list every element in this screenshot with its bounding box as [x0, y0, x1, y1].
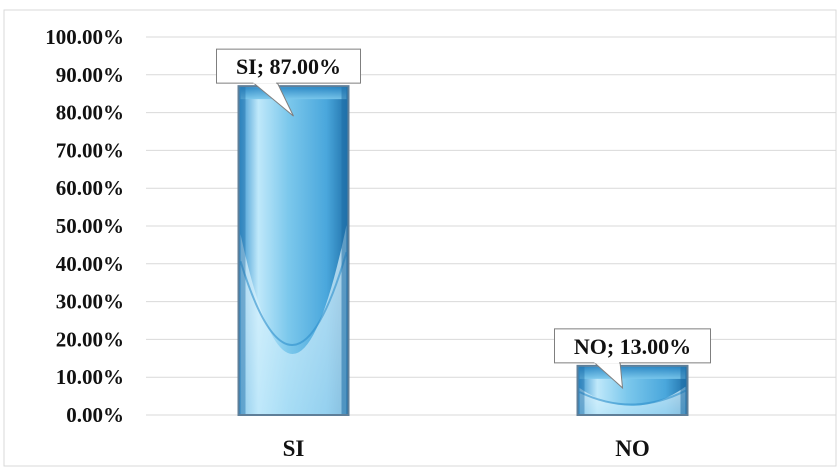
y-tick-label: 90.00%	[56, 63, 124, 87]
callout-box	[216, 48, 361, 84]
bar-edge-right	[680, 366, 687, 414]
bar-si	[237, 85, 350, 416]
y-tick-label: 20.00%	[56, 327, 124, 351]
y-tick-label: 100.00%	[45, 25, 124, 49]
y-tick-label: 50.00%	[56, 214, 124, 238]
x-tick-label: NO	[615, 436, 650, 461]
bar-edge-right	[341, 87, 348, 414]
y-tick-label: 40.00%	[56, 252, 124, 276]
y-tick-label: 30.00%	[56, 290, 124, 314]
y-tick-label: 10.00%	[56, 365, 124, 389]
y-tick-label: 80.00%	[56, 101, 124, 125]
bars	[237, 85, 689, 416]
chart-border	[3, 9, 837, 467]
y-axis-ticks: 0.00% 10.00% 20.00% 30.00% 40.00% 50.00% 60.00…	[45, 25, 124, 427]
y-tick-label: 0.00%	[66, 403, 124, 427]
bar-wave	[579, 386, 686, 414]
bar-cap	[579, 366, 686, 379]
bar-wave	[240, 225, 347, 414]
plot-frame	[3, 9, 837, 467]
y-tick-label: 60.00%	[56, 176, 124, 200]
data-label-text: SI; 87.00%	[236, 54, 341, 79]
bar-edge-left	[239, 87, 246, 414]
data-labels: SI; 87.00% NO; 13.00%	[216, 48, 711, 390]
x-axis-ticks: SI NO	[283, 436, 650, 461]
bar-wave-line	[579, 389, 686, 406]
bar-cap	[240, 87, 347, 100]
callout-box	[554, 328, 711, 364]
x-tick-label: SI	[283, 436, 305, 461]
data-label-callout: NO; 13.00%	[554, 328, 711, 390]
y-tick-label: 70.00%	[56, 138, 124, 162]
bar-no	[576, 364, 689, 416]
data-label-callout: SI; 87.00%	[216, 48, 361, 117]
bar-edge-left	[578, 366, 585, 414]
data-label-text: NO; 13.00%	[574, 334, 691, 359]
bar-wave-line	[239, 251, 348, 346]
